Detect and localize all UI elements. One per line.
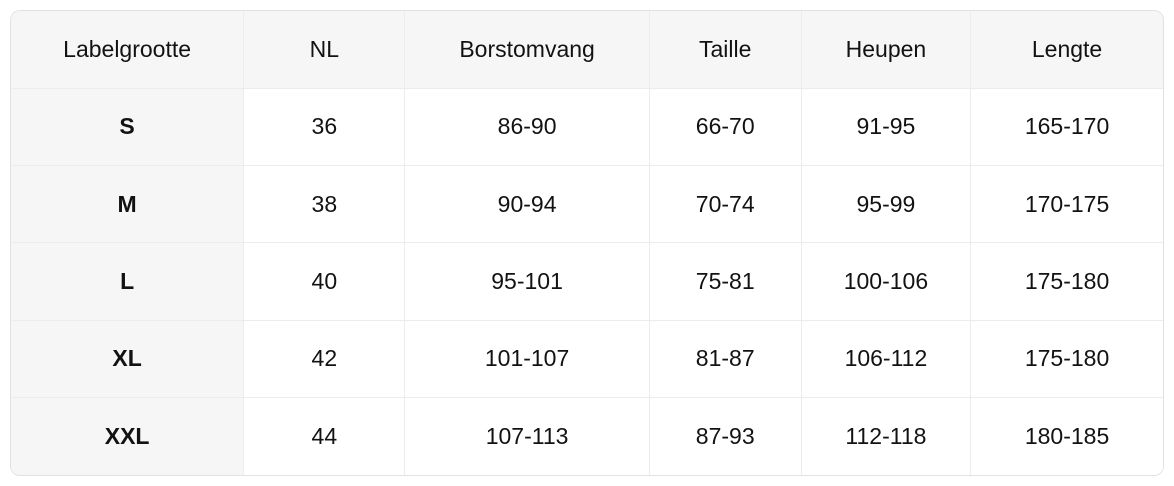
table-cell: 170-175 [970, 164, 1163, 244]
table-cell: 86-90 [404, 87, 650, 166]
table-cell: 175-180 [970, 242, 1163, 321]
header-row: Labelgrootte NL Borstomvang Taille Heupe… [11, 11, 1163, 89]
table-row-l: L 40 95-101 75-81 100-106 175-180 [11, 242, 1163, 321]
table-cell: 106-112 [800, 319, 972, 399]
column-header-heupen: Heupen [800, 11, 972, 89]
row-label-xxl: XXL [11, 397, 245, 475]
table-row-xl: XL 42 101-107 81-87 106-112 175-180 [11, 319, 1163, 399]
column-header-taille: Taille [648, 11, 802, 89]
table-cell: 100-106 [800, 242, 972, 321]
table-row-xxl: XXL 44 107-113 87-93 112-118 180-185 [11, 397, 1163, 475]
column-header-borstomvang: Borstomvang [404, 11, 650, 89]
table-cell: 175-180 [970, 319, 1163, 399]
table-cell: 38 [243, 164, 406, 244]
row-label-xl: XL [11, 319, 245, 399]
size-table-container: Labelgrootte NL Borstomvang Taille Heupe… [10, 10, 1164, 476]
table-cell: 112-118 [800, 397, 972, 475]
table-cell: 165-170 [970, 87, 1163, 166]
column-header-nl: NL [243, 11, 406, 89]
table-row-m: M 38 90-94 70-74 95-99 170-175 [11, 164, 1163, 244]
table-cell: 90-94 [404, 164, 650, 244]
table-cell: 42 [243, 319, 406, 399]
table-row-s: S 36 86-90 66-70 91-95 165-170 [11, 87, 1163, 166]
table-cell: 91-95 [800, 87, 972, 166]
column-header-lengte: Lengte [970, 11, 1163, 89]
row-label-l: L [11, 242, 245, 321]
table-cell: 95-99 [800, 164, 972, 244]
row-label-m: M [11, 164, 245, 244]
table-cell: 87-93 [648, 397, 802, 475]
table-cell: 75-81 [648, 242, 802, 321]
table-cell: 40 [243, 242, 406, 321]
table-cell: 180-185 [970, 397, 1163, 475]
table-cell: 107-113 [404, 397, 650, 475]
row-label-s: S [11, 87, 245, 166]
table-cell: 36 [243, 87, 406, 166]
table-cell: 70-74 [648, 164, 802, 244]
table-cell: 95-101 [404, 242, 650, 321]
table-cell: 81-87 [648, 319, 802, 399]
table-cell: 101-107 [404, 319, 650, 399]
column-header-labelgrootte: Labelgrootte [11, 11, 245, 89]
table-cell: 44 [243, 397, 406, 475]
table-cell: 66-70 [648, 87, 802, 166]
size-table: Labelgrootte NL Borstomvang Taille Heupe… [11, 11, 1163, 475]
